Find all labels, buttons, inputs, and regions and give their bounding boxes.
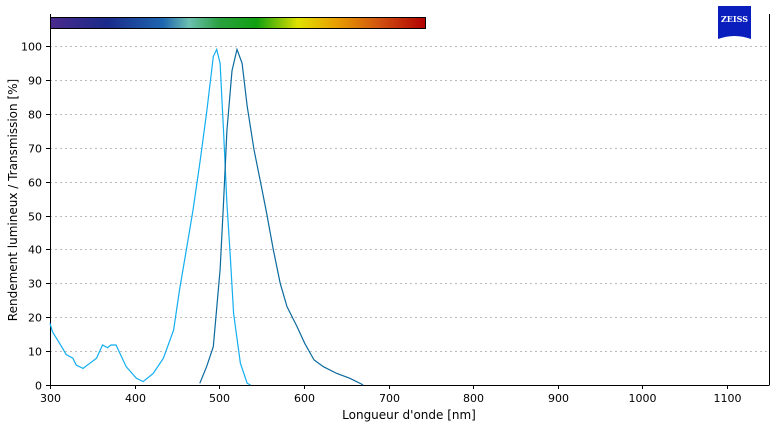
spectrum-color-bar: [50, 17, 426, 29]
y-tick-label: 20: [28, 312, 42, 325]
y-tick-label: 100: [21, 41, 42, 54]
y-tick-label: 30: [28, 278, 42, 291]
x-tick-label: 700: [379, 392, 400, 405]
x-tick-label: 600: [294, 392, 315, 405]
x-tick-label: 400: [125, 392, 146, 405]
x-tick-label: 800: [463, 392, 484, 405]
series-line-2: [199, 47, 364, 386]
svg-text:ZEISS: ZEISS: [721, 14, 748, 24]
y-tick-label: 70: [28, 143, 42, 156]
axes: [50, 14, 770, 386]
series-line-1: [49, 47, 251, 386]
x-axis-label: Longueur d'onde [nm]: [342, 408, 476, 422]
y-tick-label: 0: [35, 380, 42, 393]
y-tick-label: 80: [28, 109, 42, 122]
y-tick-label: 10: [28, 346, 42, 359]
gridlines: [50, 46, 769, 352]
x-tick-label: 1100: [714, 392, 742, 405]
zeiss-logo: ZEISS: [718, 6, 751, 39]
y-tick-label: 40: [28, 244, 42, 257]
x-tick-label: 900: [548, 392, 569, 405]
y-axis-label: Rendement lumineux / Transmission [%]: [6, 79, 20, 321]
x-tick-label: 500: [209, 392, 230, 405]
x-tick-label: 1000: [629, 392, 657, 405]
y-tick-label: 50: [28, 211, 42, 224]
y-tick-label: 60: [28, 177, 42, 190]
y-tick-label: 90: [28, 75, 42, 88]
x-tick-label: 300: [40, 392, 61, 405]
